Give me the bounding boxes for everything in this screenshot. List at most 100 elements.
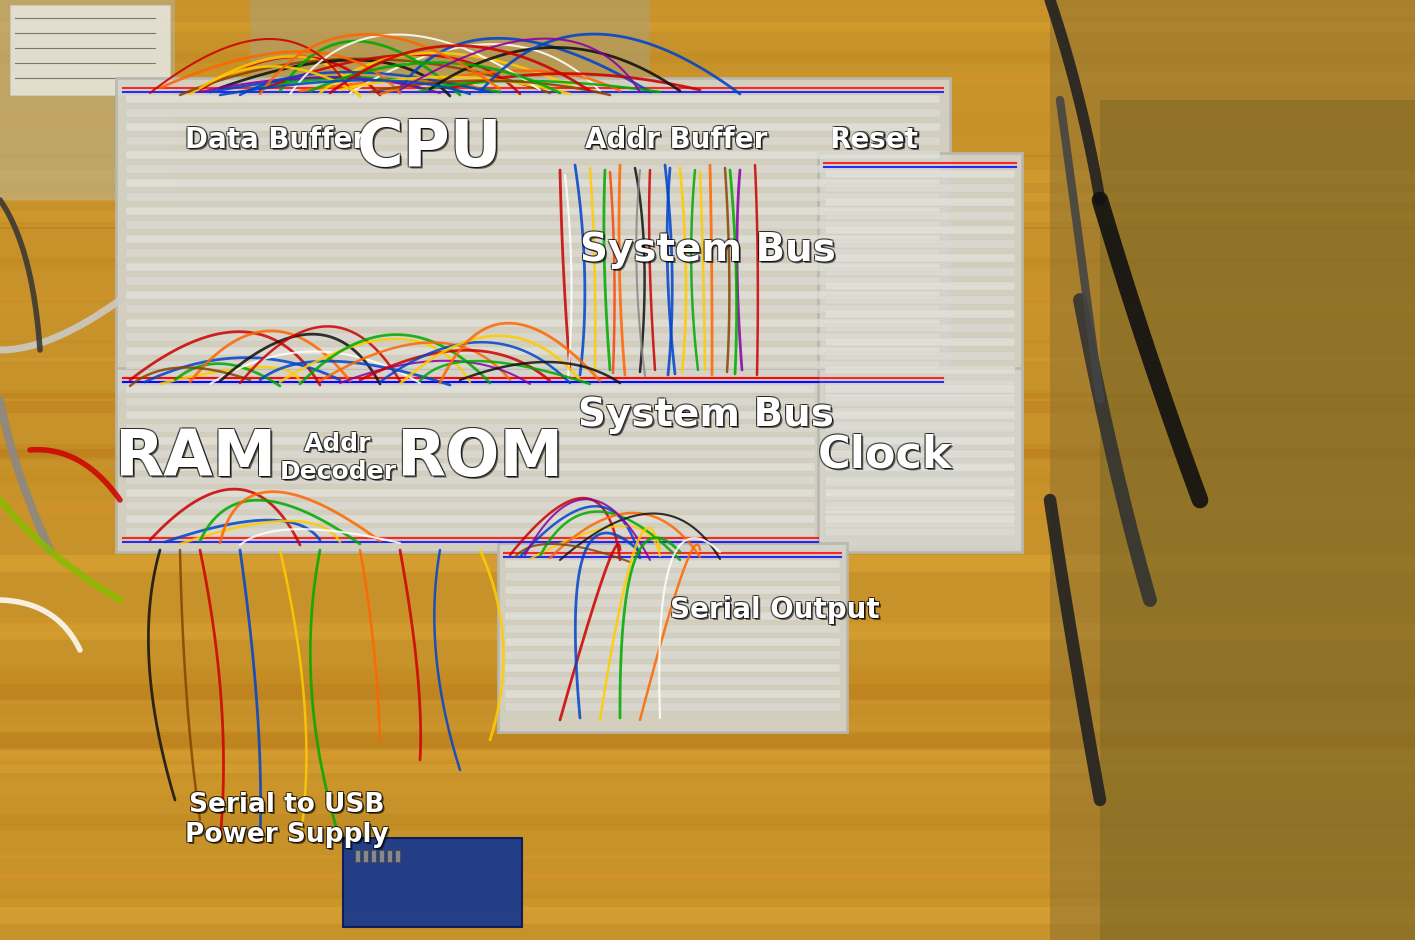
Bar	[825, 282, 1015, 290]
Bar	[0, 555, 1415, 572]
Bar	[825, 380, 1015, 388]
Text: Addr
Decoder: Addr Decoder	[282, 434, 399, 486]
Bar	[0, 814, 1415, 826]
Text: Data Buffer: Data Buffer	[184, 127, 365, 155]
Bar	[1050, 0, 1415, 940]
Text: System Bus: System Bus	[579, 232, 835, 270]
Bar	[825, 422, 1015, 430]
Text: ROM: ROM	[395, 428, 563, 490]
Bar	[0, 305, 1415, 312]
Bar	[355, 850, 359, 862]
Bar	[825, 515, 1015, 523]
Text: Serial to USB
Power Supply: Serial to USB Power Supply	[185, 791, 389, 847]
Bar	[0, 401, 1415, 405]
Bar	[505, 625, 841, 633]
Text: System Bus: System Bus	[582, 233, 838, 271]
Bar	[0, 0, 175, 200]
FancyBboxPatch shape	[342, 838, 522, 927]
Bar	[825, 212, 1015, 220]
Bar	[250, 0, 649, 80]
Bar	[0, 52, 1415, 63]
Text: Data Buffer: Data Buffer	[184, 125, 365, 153]
Bar	[825, 408, 1015, 416]
Bar	[0, 457, 1415, 461]
Text: Serial Output: Serial Output	[669, 596, 880, 624]
Text: RAM: RAM	[113, 428, 275, 490]
Bar	[126, 385, 815, 393]
Bar	[825, 324, 1015, 332]
Text: Serial to USB
Power Supply: Serial to USB Power Supply	[184, 791, 388, 847]
Text: CPU: CPU	[357, 116, 502, 178]
Text: Addr
Decoder: Addr Decoder	[280, 433, 398, 485]
Text: Data Buffer: Data Buffer	[187, 128, 368, 156]
Text: Reset: Reset	[829, 127, 918, 155]
Bar	[0, 748, 1415, 759]
Text: Addr Buffer: Addr Buffer	[584, 127, 767, 155]
Bar	[825, 436, 1015, 444]
Bar	[825, 489, 1015, 497]
Bar	[825, 398, 1015, 406]
Text: Addr Buffer: Addr Buffer	[587, 128, 770, 156]
Bar	[0, 211, 1415, 222]
Bar	[0, 680, 1415, 697]
Text: Addr Buffer: Addr Buffer	[584, 125, 767, 153]
Bar	[126, 476, 815, 484]
Text: CPU: CPU	[358, 116, 504, 178]
Bar	[825, 310, 1015, 318]
Bar	[825, 296, 1015, 304]
Bar	[0, 193, 1415, 202]
Bar	[0, 871, 1415, 881]
Bar	[0, 393, 1415, 398]
Bar	[126, 291, 940, 299]
Bar	[0, 735, 1415, 751]
Text: Serial to USB
Power Supply: Serial to USB Power Supply	[187, 794, 391, 850]
Text: Addr Buffer: Addr Buffer	[586, 127, 768, 155]
Bar	[0, 290, 1415, 300]
Bar	[505, 573, 841, 581]
Text: Serial Output: Serial Output	[671, 595, 880, 623]
Bar	[0, 258, 1415, 262]
Bar	[0, 752, 1415, 770]
Bar	[0, 907, 1415, 924]
Bar	[371, 850, 376, 862]
Bar	[0, 71, 1415, 86]
Text: ROM: ROM	[398, 428, 565, 490]
Text: Clock: Clock	[819, 432, 954, 476]
Bar	[505, 690, 841, 698]
Bar	[126, 398, 815, 406]
Bar	[0, 893, 1415, 899]
Bar	[0, 290, 1415, 302]
Bar	[126, 221, 940, 229]
Bar	[0, 625, 1415, 640]
Text: Reset: Reset	[829, 125, 918, 153]
Bar	[0, 390, 1415, 392]
Bar	[0, 470, 1415, 483]
Text: Reset: Reset	[831, 126, 918, 154]
Bar	[126, 319, 940, 327]
Bar	[825, 385, 1015, 393]
Bar	[126, 165, 940, 173]
Bar	[825, 450, 1015, 458]
Text: Data Buffer: Data Buffer	[185, 127, 366, 155]
Bar	[126, 424, 815, 432]
Text: System Bus: System Bus	[579, 397, 835, 435]
Text: ROM: ROM	[395, 426, 563, 488]
Text: System Bus: System Bus	[577, 397, 833, 435]
Bar	[126, 235, 940, 243]
Bar	[126, 528, 815, 536]
Bar	[0, 676, 1415, 692]
Bar	[126, 347, 940, 355]
Bar	[0, 169, 1415, 183]
Bar	[126, 515, 815, 523]
Bar	[0, 259, 1415, 269]
Bar	[0, 618, 1415, 626]
Text: Addr
Decoder: Addr Decoder	[279, 431, 396, 483]
Text: ROM: ROM	[399, 429, 566, 491]
Text: RAM: RAM	[113, 426, 275, 488]
Bar	[126, 207, 940, 215]
Bar	[126, 109, 940, 117]
Text: Clock: Clock	[816, 432, 951, 476]
Bar	[0, 731, 1415, 747]
Text: Clock: Clock	[818, 433, 952, 477]
Bar	[386, 850, 392, 862]
